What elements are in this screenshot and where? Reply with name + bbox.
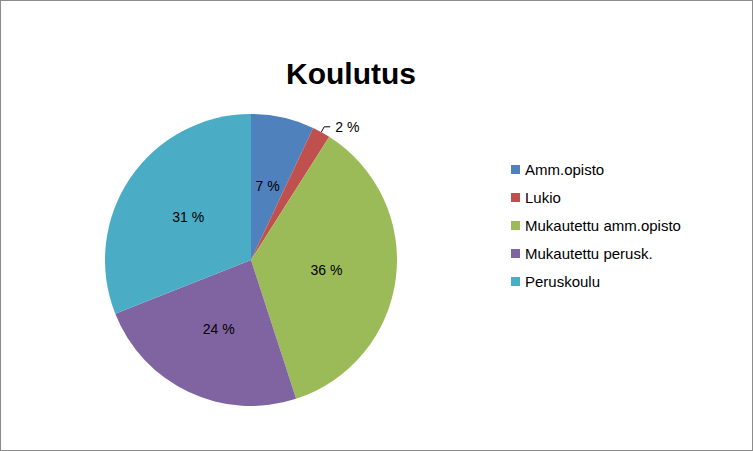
svg-text:Peruskoulu: Peruskoulu: [525, 273, 600, 290]
svg-text:Amm.opisto: Amm.opisto: [525, 161, 604, 178]
svg-text:Lukio: Lukio: [525, 189, 561, 206]
svg-text:24 %: 24 %: [203, 321, 235, 337]
svg-text:7 %: 7 %: [256, 178, 280, 194]
svg-text:Koulutus: Koulutus: [286, 57, 416, 90]
svg-text:Mukautettu amm.opisto: Mukautettu amm.opisto: [525, 217, 681, 234]
svg-text:31 %: 31 %: [172, 209, 204, 225]
svg-text:Mukautettu perusk.: Mukautettu perusk.: [525, 245, 653, 262]
svg-text:2 %: 2 %: [335, 119, 359, 135]
svg-text:36 %: 36 %: [310, 262, 342, 278]
